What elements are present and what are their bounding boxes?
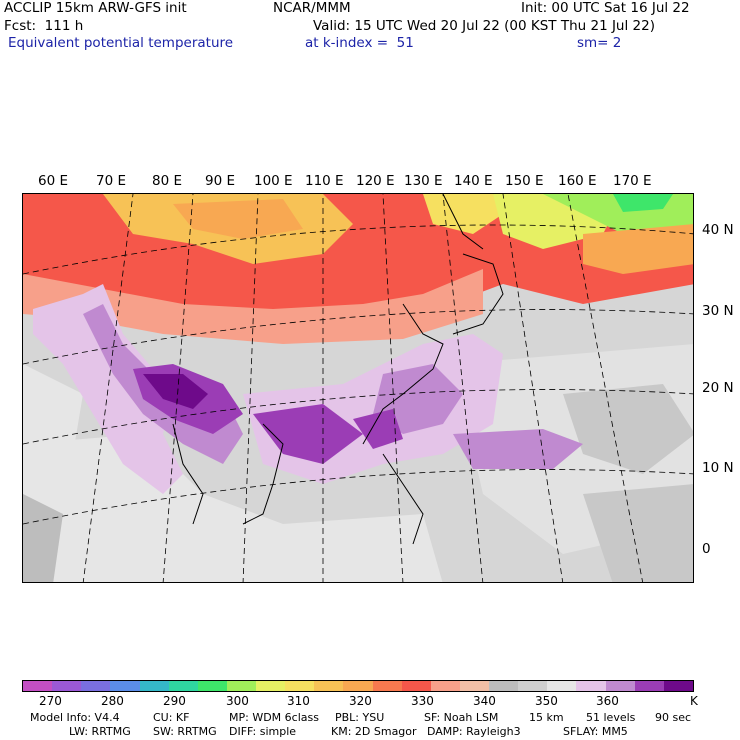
colorbar-swatch — [226, 681, 256, 691]
title-forecast-hour: Fcst: 111 h — [4, 18, 84, 34]
colorbar-swatch — [343, 681, 373, 691]
model-info: 90 sec — [655, 711, 692, 724]
colorbar-label: 320 — [349, 694, 372, 708]
colorbar-label: 350 — [535, 694, 558, 708]
colorbar-swatch — [605, 681, 635, 691]
lon-label: 90 E — [205, 173, 235, 189]
model-info: DAMP: Rayleigh3 — [427, 725, 521, 738]
model-info: SW: RRTMG — [153, 725, 217, 738]
colorbar-swatch — [110, 681, 140, 691]
colorbar-swatch — [634, 681, 664, 691]
colorbar-swatch — [168, 681, 198, 691]
lon-label: 70 E — [96, 173, 126, 189]
title-smoothing: sm= 2 — [577, 35, 622, 51]
colorbar-label: 360 — [596, 694, 619, 708]
lat-label: 30 N — [702, 303, 734, 319]
colorbar-swatch — [576, 681, 606, 691]
model-info: Model Info: V4.4 — [30, 711, 120, 724]
colorbar-label: 330 — [411, 694, 434, 708]
model-info: SFLAY: MM5 — [563, 725, 628, 738]
lat-label: 0 — [702, 541, 711, 557]
lon-label: 140 E — [454, 173, 493, 189]
colorbar-swatch — [489, 681, 519, 691]
lat-label: 40 N — [702, 222, 734, 238]
title-valid-time: Valid: 15 UTC Wed 20 Jul 22 (00 KST Thu … — [313, 18, 655, 34]
colorbar-label: 310 — [287, 694, 310, 708]
colorbar-label: 280 — [101, 694, 124, 708]
model-info: MP: WDM 6class — [229, 711, 319, 724]
lon-label: 80 E — [152, 173, 182, 189]
colorbar-swatch — [401, 681, 431, 691]
lat-label: 20 N — [702, 380, 734, 396]
model-info: LW: RRTMG — [69, 725, 131, 738]
colorbar-label: 270 — [39, 694, 62, 708]
colorbar-swatch — [459, 681, 489, 691]
model-info: KM: 2D Smagor — [331, 725, 417, 738]
colorbar-unit: K — [690, 694, 698, 708]
colorbar — [22, 680, 694, 692]
colorbar-swatch — [663, 681, 693, 691]
lon-label: 170 E — [613, 173, 652, 189]
colorbar-swatch — [52, 681, 82, 691]
lat-label: 10 N — [702, 460, 734, 476]
colorbar-swatch — [314, 681, 344, 691]
map-panel — [22, 193, 694, 583]
lon-label: 100 E — [254, 173, 293, 189]
title-init: Init: 00 UTC Sat 16 Jul 22 — [521, 0, 690, 16]
model-info: DIFF: simple — [229, 725, 297, 738]
lon-label: 130 E — [404, 173, 443, 189]
theta-e-field — [23, 194, 693, 582]
colorbar-swatch — [285, 681, 315, 691]
model-info: CU: KF — [153, 711, 190, 724]
colorbar-label: 300 — [226, 694, 249, 708]
colorbar-swatch — [139, 681, 169, 691]
colorbar-swatch — [372, 681, 402, 691]
colorbar-swatch — [197, 681, 227, 691]
title-field: Equivalent potential temperature — [8, 35, 234, 51]
title-model: ACCLIP 15km ARW-GFS init — [4, 0, 187, 16]
colorbar-swatch — [430, 681, 460, 691]
model-info: PBL: YSU — [335, 711, 385, 724]
colorbar-swatch — [547, 681, 577, 691]
model-info: 51 levels — [586, 711, 636, 724]
colorbar-swatch — [81, 681, 111, 691]
colorbar-swatch — [256, 681, 286, 691]
colorbar-swatch — [518, 681, 548, 691]
model-info: 15 km — [529, 711, 564, 724]
model-info: SF: Noah LSM — [424, 711, 499, 724]
lon-label: 120 E — [356, 173, 395, 189]
title-org: NCAR/MMM — [273, 0, 351, 16]
lon-label: 110 E — [305, 173, 344, 189]
lon-label: 160 E — [558, 173, 597, 189]
colorbar-label: 340 — [473, 694, 496, 708]
lon-label: 150 E — [505, 173, 544, 189]
title-k-index: at k-index = 51 — [305, 35, 414, 51]
colorbar-label: 290 — [163, 694, 186, 708]
lon-label: 60 E — [38, 173, 68, 189]
colorbar-swatch — [23, 681, 53, 691]
